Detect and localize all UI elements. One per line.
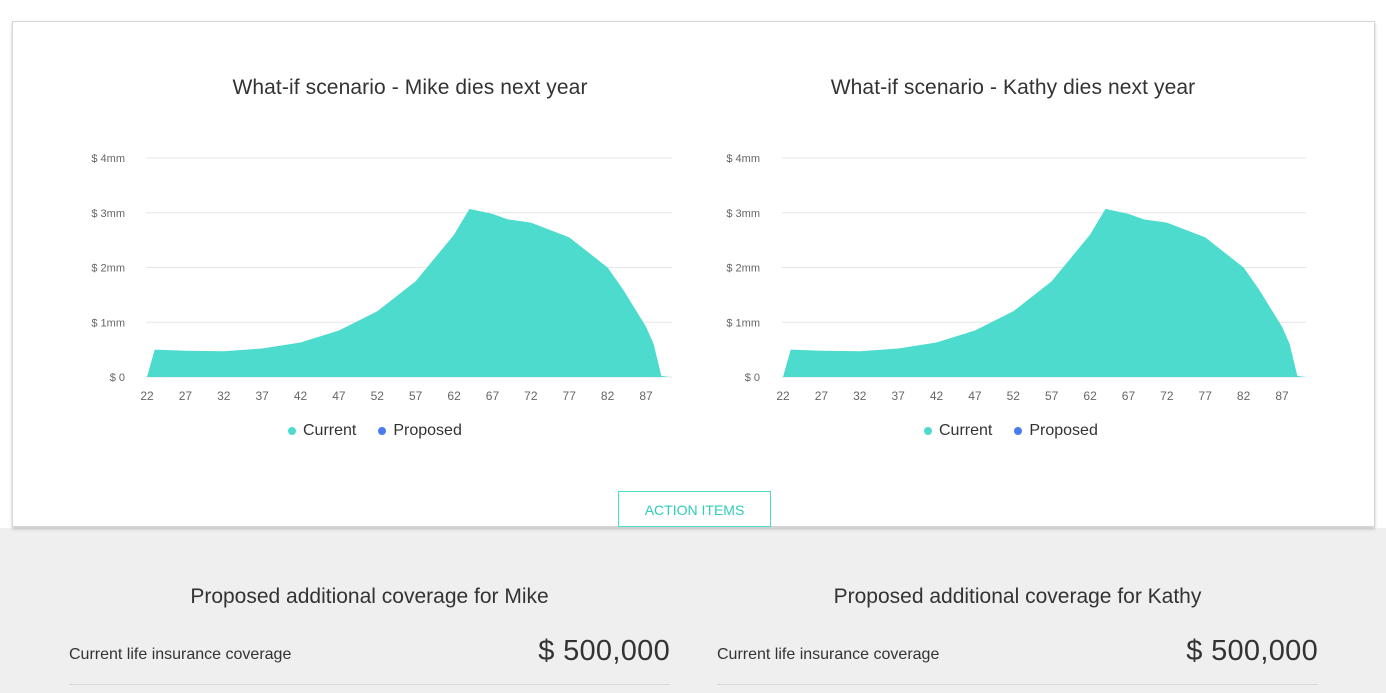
area-series-current	[147, 208, 670, 377]
coverage-section-kathy: Proposed additional coverage for Kathy C…	[717, 585, 1318, 685]
y-tick-label: $ 4mm	[726, 153, 760, 165]
coverage-row: Current life insurance coverage $ 500,00…	[69, 633, 670, 685]
proposed-dot-icon	[378, 427, 387, 435]
x-tick-label: 27	[815, 389, 829, 403]
x-tick-label: 62	[447, 389, 461, 403]
x-tick-label: 77	[1199, 389, 1213, 403]
x-tick-label: 77	[563, 389, 577, 403]
coverage-title: Proposed additional coverage for Kathy	[833, 585, 1202, 608]
area-chart-mike: $ 0 $ 1mm $ 2mm $ 3mm $ 4mm 22 27 32 37 42 47 52 57 6…	[91, 153, 672, 403]
x-tick-label: 72	[524, 389, 538, 403]
coverage-value: $ 500,000	[1186, 635, 1318, 667]
y-tick-label: $ 2mm	[91, 263, 125, 275]
y-tick-label: $ 1mm	[726, 317, 760, 329]
y-tick-label: $ 0	[745, 372, 760, 384]
action-items-button[interactable]: ACTION ITEMS	[618, 491, 771, 527]
x-tick-label: 47	[968, 389, 982, 403]
legend-item-current[interactable]: Current	[924, 422, 992, 440]
y-tick-label: $ 2mm	[726, 263, 760, 275]
current-dot-icon	[924, 427, 932, 435]
coverage-title: Proposed additional coverage for Mike	[190, 585, 549, 608]
chart-panel-mike: What-if scenario - Mike dies next year $…	[13, 22, 693, 492]
chart-panel-kathy: What-if scenario - Kathy dies next year …	[693, 22, 1375, 492]
legend-label: Proposed	[393, 422, 462, 439]
x-tick-label: 47	[332, 389, 346, 403]
coverage-label: Current life insurance coverage	[717, 646, 940, 663]
x-tick-label: 42	[930, 389, 944, 403]
area-series-current	[783, 208, 1306, 377]
y-tick-label: $ 3mm	[726, 208, 760, 220]
coverage-row: Current life insurance coverage $ 500,00…	[717, 633, 1318, 685]
x-tick-label: 67	[486, 389, 500, 403]
legend-label: Current	[939, 422, 993, 439]
x-tick-label: 22	[776, 389, 790, 403]
x-tick-label: 32	[853, 389, 867, 403]
x-tick-label: 62	[1083, 389, 1097, 403]
x-tick-label: 72	[1160, 389, 1174, 403]
legend-item-proposed[interactable]: Proposed	[1014, 422, 1098, 440]
chart-title: What-if scenario - Mike dies next year	[232, 76, 588, 99]
chart-legend: Current Proposed	[288, 422, 462, 440]
x-tick-label: 32	[217, 389, 231, 403]
x-tick-label: 57	[1045, 389, 1059, 403]
legend-item-current[interactable]: Current	[288, 422, 356, 440]
x-tick-label: 87	[1275, 389, 1289, 403]
what-if-card: What-if scenario - Mike dies next year $…	[12, 21, 1375, 527]
x-tick-label: 52	[371, 389, 385, 403]
coverage-value: $ 500,000	[538, 635, 670, 667]
legend-item-proposed[interactable]: Proposed	[378, 422, 462, 440]
x-tick-label: 27	[179, 389, 193, 403]
x-tick-label: 57	[409, 389, 423, 403]
x-tick-label: 82	[601, 389, 615, 403]
legend-label: Proposed	[1029, 422, 1098, 439]
area-chart-kathy: $ 0 $ 1mm $ 2mm $ 3mm $ 4mm 22 27 32 37 42 47 52 57 6…	[726, 153, 1306, 403]
y-tick-label: $ 0	[110, 372, 125, 384]
proposed-dot-icon	[1014, 427, 1023, 435]
x-tick-label: 82	[1237, 389, 1251, 403]
current-dot-icon	[288, 427, 296, 435]
x-tick-label: 87	[639, 389, 653, 403]
coverage-section-mike: Proposed additional coverage for Mike Cu…	[69, 585, 670, 685]
x-tick-label: 42	[294, 389, 308, 403]
legend-label: Current	[303, 422, 357, 439]
x-tick-label: 52	[1007, 389, 1021, 403]
y-tick-label: $ 3mm	[91, 208, 125, 220]
y-tick-label: $ 4mm	[91, 153, 125, 165]
x-tick-label: 37	[255, 389, 269, 403]
x-tick-label: 22	[140, 389, 154, 403]
x-tick-label: 67	[1122, 389, 1136, 403]
coverage-label: Current life insurance coverage	[69, 646, 292, 663]
chart-legend: Current Proposed	[924, 422, 1098, 440]
chart-title: What-if scenario - Kathy dies next year	[830, 76, 1196, 99]
y-tick-label: $ 1mm	[91, 317, 125, 329]
x-tick-label: 37	[891, 389, 905, 403]
